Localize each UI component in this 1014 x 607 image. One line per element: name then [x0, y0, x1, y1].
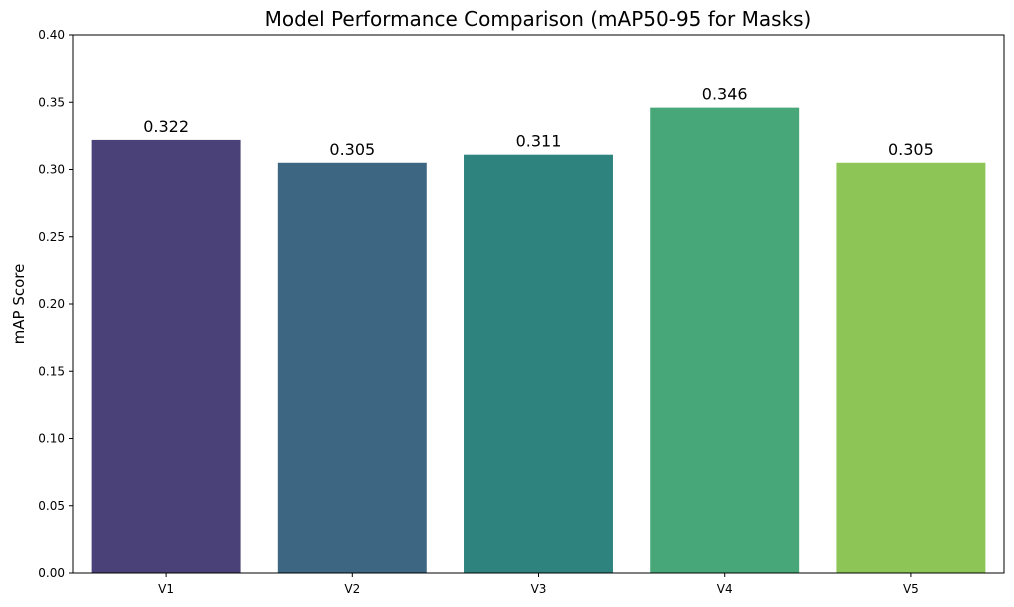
bar-v4 — [650, 107, 800, 573]
y-tick-label: 0.25 — [38, 230, 65, 244]
data-label-v4: 0.346 — [702, 85, 748, 104]
bar-v2 — [277, 162, 427, 573]
y-tick-label: 0.00 — [38, 566, 65, 580]
y-tick-label: 0.30 — [38, 163, 65, 177]
data-label-v3: 0.311 — [516, 132, 562, 151]
x-tick-label: V2 — [344, 582, 360, 596]
y-tick-label: 0.15 — [38, 364, 65, 378]
x-tick-label: V5 — [903, 582, 919, 596]
bar-v3 — [464, 154, 613, 573]
data-label-v5: 0.305 — [888, 140, 934, 159]
x-tick-label: V4 — [717, 582, 733, 596]
y-tick-label: 0.20 — [38, 297, 65, 311]
y-axis-label: mAP Score — [10, 264, 28, 345]
plot-frame — [72, 34, 1005, 574]
x-tick-label: V3 — [531, 582, 547, 596]
bar-v1 — [91, 139, 241, 573]
data-label-v1: 0.322 — [143, 117, 189, 136]
y-tick-label: 0.40 — [38, 28, 65, 42]
x-tick-label: V1 — [158, 582, 174, 596]
data-label-v2: 0.305 — [329, 140, 375, 159]
y-tick-label: 0.10 — [38, 432, 65, 446]
ticks-group: V1 V2 V3 V4 V5 0.00 0.05 0.10 0.15 0.20 0.25 0.30 0.… — [38, 28, 919, 596]
bar-v5 — [836, 162, 986, 573]
bars-group: 0.322 0.305 0.311 0.346 0.305 — [91, 85, 986, 573]
chart-title: Model Performance Comparison (mAP50-95 f… — [265, 7, 812, 31]
y-tick-label: 0.05 — [38, 499, 65, 513]
y-tick-label: 0.35 — [38, 95, 65, 109]
